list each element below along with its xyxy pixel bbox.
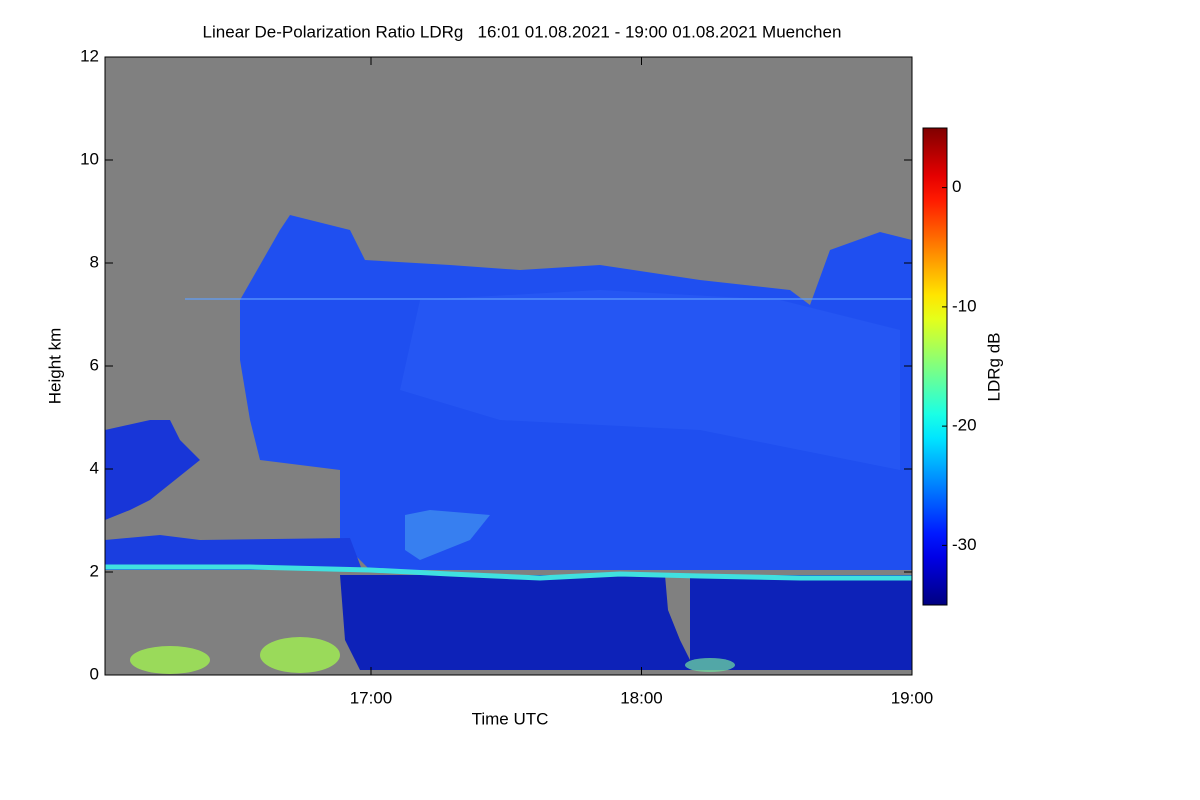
y-axis-label: Height km	[45, 328, 64, 405]
cloud-region	[400, 290, 900, 470]
feature	[130, 646, 210, 674]
plot-image	[105, 57, 912, 675]
colorbar-tick-label: 0	[952, 177, 961, 196]
cloud-region	[105, 535, 362, 570]
feature	[260, 637, 340, 673]
gap-region	[665, 575, 690, 660]
colorbar-tick-label: -10	[952, 296, 977, 315]
colorbar-tick-label: -20	[952, 416, 977, 435]
x-axis-label: Time UTC	[472, 709, 549, 728]
colorbar-label: LDRg dB	[984, 333, 1003, 402]
cloud-region	[105, 420, 200, 520]
y-tick-label: 6	[90, 355, 99, 374]
y-tick-label: 0	[90, 664, 99, 683]
y-tick-label: 10	[80, 149, 99, 168]
colorbar-tick-label: -30	[952, 535, 977, 554]
y-tick-label: 4	[90, 458, 99, 477]
y-tick-label: 2	[90, 561, 99, 580]
x-tick-label: 19:00	[891, 688, 934, 707]
lower-region	[340, 575, 912, 670]
y-tick-label: 8	[90, 252, 99, 271]
colorbar	[922, 127, 948, 606]
aerosol-layer	[105, 564, 912, 581]
chart-title: Linear De-Polarization Ratio LDRg 16:01 …	[203, 22, 842, 41]
feature	[685, 658, 735, 672]
x-tick-label: 17:00	[350, 688, 393, 707]
y-tick-label: 12	[80, 46, 99, 65]
x-tick-label: 18:00	[620, 688, 663, 707]
feature	[405, 510, 490, 560]
